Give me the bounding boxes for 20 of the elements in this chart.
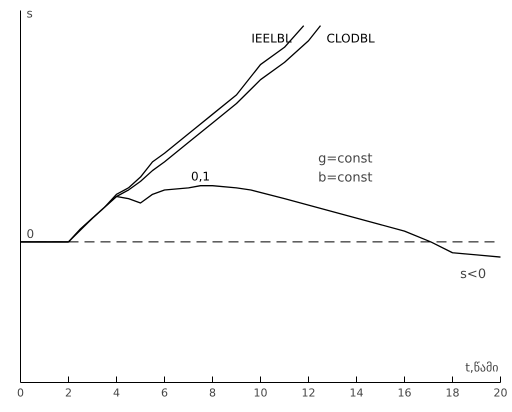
text: s<0: [460, 267, 486, 282]
series-label: 0,1: [190, 170, 210, 184]
annotation: g=const: [318, 152, 372, 167]
x-tick-label: 10: [254, 386, 268, 400]
x-tick-label: 0: [17, 386, 24, 400]
x-tick-label: 20: [494, 386, 508, 400]
x-axis-title: t,წამი: [465, 360, 499, 374]
x-tick-label: 2: [65, 386, 72, 400]
x-tick-label: 14: [350, 386, 364, 400]
y-axis-title: s: [26, 6, 33, 20]
series-label: CLODBL: [326, 32, 376, 46]
x-tick-label: 4: [113, 386, 120, 400]
x-tick-label: 12: [302, 386, 316, 400]
ref-line-label: 0: [26, 226, 34, 241]
x-tick-label: 18: [446, 386, 460, 400]
series-label: IEELBL: [251, 32, 292, 46]
x-tick-label: 16: [398, 386, 412, 400]
x-tick-label: 6: [161, 386, 168, 400]
annotation: b=const: [318, 170, 372, 186]
x-tick-label: 8: [209, 386, 216, 400]
